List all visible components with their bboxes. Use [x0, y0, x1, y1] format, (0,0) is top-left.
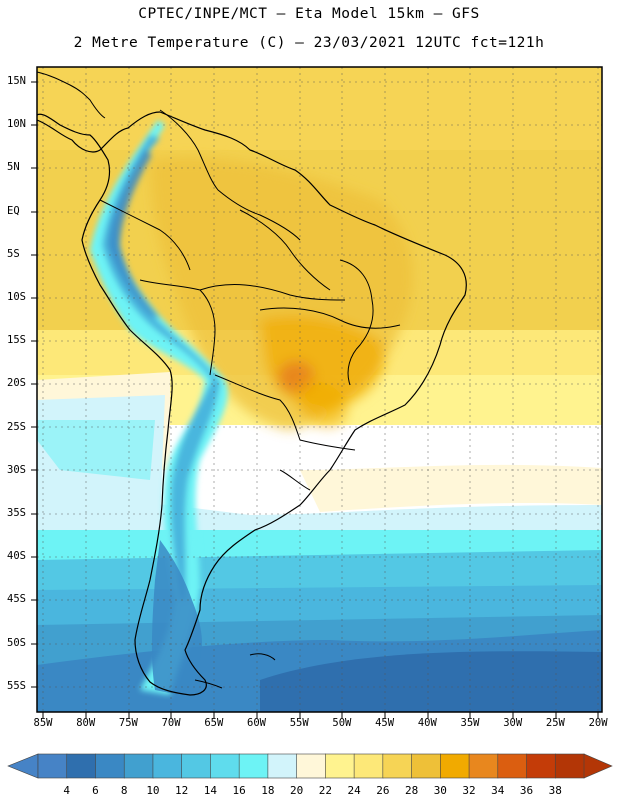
longitude-label: 60W: [247, 717, 266, 729]
latitude-label: 35S: [7, 507, 26, 519]
colorbar-swatch: [123, 753, 154, 779]
colorbar-label: 18: [261, 784, 275, 797]
latitude-label: 5S: [7, 247, 20, 260]
colorbar-label: 6: [92, 784, 99, 797]
latitude-label: 10N: [7, 118, 26, 131]
band-6-8: [260, 651, 602, 712]
chart-subtitle: 2 Metre Temperature (C) – 23/03/2021 12U…: [73, 35, 545, 51]
border-peru-brazil: [139, 279, 216, 376]
colorbar-swatch: [37, 753, 68, 779]
colorbar-label: 20: [290, 784, 304, 797]
longitude-label: 65W: [204, 717, 224, 729]
colorbar-swatch: [210, 753, 240, 779]
band-20-22-east: [300, 464, 602, 512]
chart-title: CPTEC/INPE/MCT – Eta Model 15km – GFS: [138, 6, 480, 22]
colorbar-swatch: [382, 753, 413, 779]
latitude-label: 10S: [7, 291, 26, 303]
border-paraguay: [214, 374, 301, 441]
latitude-label: 40S: [7, 550, 26, 563]
latitude-label: 30S: [7, 463, 26, 476]
colorbar-swatch: [296, 753, 326, 779]
longitude-label: 45W: [375, 717, 395, 729]
colorbar-label: 32: [462, 784, 476, 797]
colorbar-swatch: [95, 753, 125, 779]
state-borders-brazil: [339, 259, 374, 386]
longitude-label: 55W: [289, 717, 309, 729]
longitude-label: 75W: [118, 717, 138, 729]
colorbar-label: 26: [376, 784, 390, 797]
colorbar-label: 14: [203, 784, 218, 797]
coastline-borders: [37, 71, 467, 696]
latitude-label: 5N: [7, 161, 20, 174]
colorbar-label: 16: [232, 784, 246, 797]
colorbar: [7, 753, 613, 779]
andes-cold-ridge: [90, 120, 228, 695]
longitude-label: 80W: [76, 717, 96, 729]
map-frame: [36, 66, 603, 713]
longitude-label: 70W: [161, 717, 181, 729]
colorbar-swatch: [66, 753, 97, 779]
colorbar-swatch: [411, 753, 441, 779]
colorbar-swatch: [497, 753, 528, 779]
colorbar-swatch: [325, 753, 355, 779]
state-borders-brazil-3: [239, 209, 331, 291]
colorbar-label: 34: [491, 784, 505, 797]
colorbar-label: 30: [433, 784, 447, 797]
longitude-label: 40W: [417, 717, 437, 729]
longitude-label: 35W: [460, 717, 480, 729]
rio-de-la-plata: [279, 469, 311, 491]
longitude-label: 85W: [33, 717, 53, 729]
latitude-label: 25S: [7, 420, 26, 433]
tierra-del-fuego: [194, 679, 223, 689]
colorbar-swatch: [181, 753, 212, 779]
hot-core-south: [298, 379, 348, 428]
colorbar-swatch: [554, 753, 585, 779]
longitude-label: 50W: [332, 717, 352, 729]
patagonia-cold: [151, 540, 203, 695]
latitude-label: 55S: [7, 679, 26, 692]
border-colombia-peru: [99, 199, 191, 271]
latitude-label: EQ: [7, 204, 20, 217]
colorbar-swatch: [526, 753, 556, 779]
latitude-label: 15S: [7, 334, 26, 347]
colorbar-label: 22: [318, 784, 332, 797]
latitude-label: 15N: [7, 75, 26, 87]
colorbar-over-arrow: [583, 753, 613, 779]
colorbar-swatch: [152, 753, 183, 779]
colorbar-label: 8: [120, 784, 128, 797]
border-colombia-venezuela: [159, 109, 301, 241]
latitude-label: 50S: [7, 636, 26, 649]
colorbar-under-arrow: [7, 753, 39, 779]
border-uruguay-brazil: [299, 439, 356, 451]
colorbar-swatch: [353, 753, 384, 779]
falkland-islands: [249, 653, 276, 661]
grid-lines: [37, 67, 602, 712]
latitude-label: 45S: [7, 593, 26, 606]
colorbar-label: 36: [519, 784, 534, 797]
border-bolivia-brazil: [199, 284, 346, 301]
colorbar-label: 28: [404, 784, 419, 797]
colorbar-swatch: [468, 753, 499, 779]
colorbar-label: 12: [175, 784, 189, 797]
latitude-label: 20S: [7, 377, 26, 390]
longitude-label: 25W: [545, 717, 565, 729]
colorbar-swatch: [267, 753, 298, 779]
axis-ticks: [31, 81, 599, 718]
colorbar-label: 10: [146, 784, 160, 797]
cool-patch-west: [37, 420, 155, 480]
central-america-coast: [37, 71, 106, 119]
colorbar-label: 4: [63, 784, 71, 797]
longitude-label: 30W: [503, 717, 523, 729]
south-america-coast: [37, 111, 467, 696]
temperature-field: [37, 67, 602, 712]
colorbar-swatch: [440, 753, 470, 779]
state-borders-brazil-2: [259, 307, 401, 329]
colorbar-label: 38: [548, 784, 562, 797]
colorbar-swatch: [238, 753, 269, 779]
colorbar-label: 24: [347, 784, 361, 797]
longitude-label: 20W: [588, 717, 608, 729]
